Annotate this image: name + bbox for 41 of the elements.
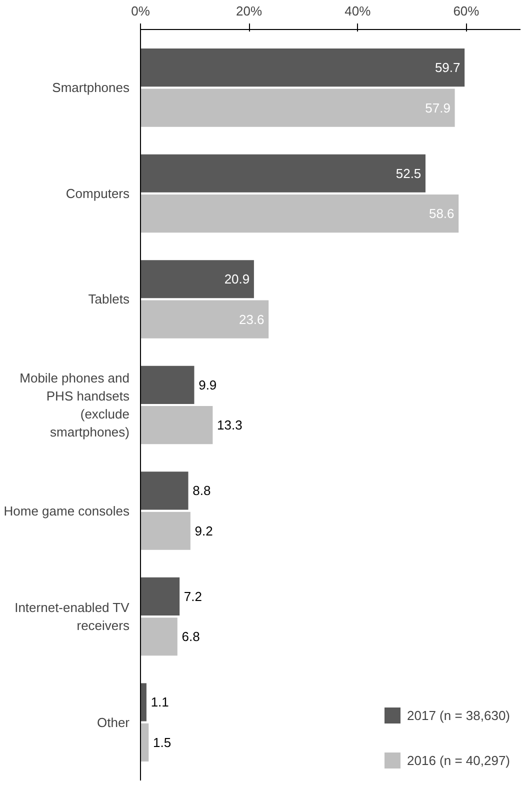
bar [140,366,194,404]
bar [140,577,180,616]
data-label: 9.2 [194,523,213,538]
data-label: 1.1 [150,694,169,710]
legend-label: 2016 (n = 40,297) [407,752,510,768]
bar [140,723,149,762]
y-tick-label: Computers [66,186,130,201]
y-tick-label: Other [96,714,130,730]
data-label: 13.3 [217,418,242,433]
x-tick-label: 0% [131,4,150,18]
bar [140,48,465,87]
y-tick-label: Tablets [88,292,130,307]
x-tick-label: 20% [236,4,263,18]
data-label: 9.9 [198,377,217,392]
bar [140,88,455,127]
x-tick-label: 60% [453,4,480,18]
bar [140,194,459,233]
x-tick-label: 40% [344,4,372,18]
y-tick-label: Smartphones [52,80,130,96]
data-label: 20.9 [224,272,250,287]
y-tick-label: Home game consoles [4,503,130,518]
data-label: 58.6 [428,206,454,222]
data-label: 6.8 [182,629,200,644]
bar [140,472,188,510]
data-label: 1.5 [152,734,172,750]
bar [140,618,178,656]
bar [140,300,269,338]
bar [140,406,213,444]
data-label: 7.2 [184,588,202,604]
bar [140,154,426,192]
bar [140,260,254,298]
y-tick-label: Mobile phones and PHS handsets (exclude smartphones) [20,370,130,440]
bar [140,683,146,722]
data-label: 23.6 [238,312,264,327]
data-label: 57.9 [425,100,450,116]
data-label: 52.5 [396,166,422,181]
y-tick-label: Internet-enabled TV receivers [14,600,130,634]
data-label: 59.7 [434,60,460,76]
data-label: 8.8 [192,483,211,498]
bar [140,512,190,550]
legend-label: 2017 (n = 38,630) [407,708,510,722]
